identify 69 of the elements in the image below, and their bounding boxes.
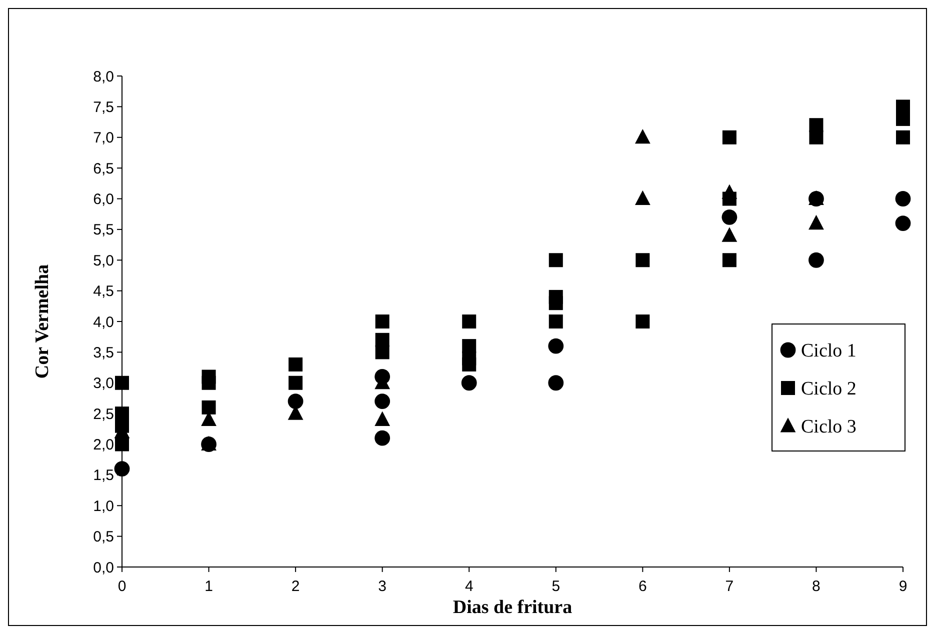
point <box>288 357 303 372</box>
y-tick-label: 7,5 <box>93 98 114 116</box>
y-tick-label: 3,0 <box>93 375 114 392</box>
x-tick-label: 1 <box>204 578 213 595</box>
y-tick-label: 0,5 <box>93 528 114 546</box>
x-tick-label: 5 <box>552 578 560 595</box>
point <box>202 376 216 390</box>
y-tick-label: 0,0 <box>93 559 114 576</box>
y-tick-label: 4,0 <box>93 314 114 331</box>
x-axis-title: Dias de fritura <box>452 597 573 618</box>
legend-label: Ciclo 1 <box>801 340 856 362</box>
legend-label: Ciclo 3 <box>801 416 856 438</box>
y-tick-label: 5,0 <box>93 252 114 270</box>
point <box>808 214 824 230</box>
point <box>548 314 563 328</box>
point <box>809 130 824 144</box>
point <box>895 191 911 206</box>
point <box>374 394 390 409</box>
point <box>374 430 390 446</box>
point <box>548 253 563 268</box>
x-tick-label: 2 <box>291 578 300 595</box>
point <box>114 461 130 476</box>
y-tick-label: 2,0 <box>93 436 114 454</box>
y-tick-label: 6,0 <box>93 191 114 208</box>
point <box>808 252 824 268</box>
point <box>636 253 650 268</box>
point <box>202 400 216 414</box>
y-tick-label: 6,5 <box>93 160 114 178</box>
y-tick-label: 5,5 <box>93 222 114 239</box>
point <box>375 345 390 360</box>
point <box>722 130 736 144</box>
point <box>375 314 390 328</box>
y-tick-label: 4,5 <box>93 283 114 300</box>
x-tick-label: 8 <box>812 578 820 595</box>
x-tick-label: 9 <box>898 578 908 595</box>
y-tick-label: 8,0 <box>93 68 114 86</box>
point <box>722 253 736 268</box>
x-tick-label: 0 <box>118 578 126 595</box>
point <box>548 338 564 354</box>
point <box>722 227 738 242</box>
point <box>722 184 738 199</box>
point <box>374 411 390 426</box>
point <box>896 112 910 126</box>
point <box>288 376 303 390</box>
point <box>548 296 563 310</box>
point <box>461 375 477 391</box>
point <box>115 437 129 452</box>
point <box>896 130 910 144</box>
legend-label: Ciclo 2 <box>801 378 856 400</box>
y-tick-label: 1,5 <box>93 467 114 484</box>
point <box>462 357 476 372</box>
point <box>462 314 476 328</box>
y-tick-label: 2,5 <box>93 406 114 423</box>
x-tick-label: 3 <box>378 578 387 595</box>
point <box>634 190 650 206</box>
y-tick-label: 3,5 <box>93 344 114 362</box>
point <box>722 209 738 225</box>
y-tick-label: 1,0 <box>93 498 114 515</box>
point <box>548 375 564 391</box>
point <box>115 376 129 390</box>
point <box>288 394 304 409</box>
x-tick-label: 7 <box>725 578 734 595</box>
x-tick-label: 4 <box>464 578 474 595</box>
y-axis-title: Cor Vermelha <box>32 264 53 379</box>
point <box>895 216 911 231</box>
y-tick-label: 7,0 <box>93 130 114 147</box>
point <box>634 128 650 144</box>
point <box>636 314 650 328</box>
x-tick-label: 6 <box>638 578 647 595</box>
